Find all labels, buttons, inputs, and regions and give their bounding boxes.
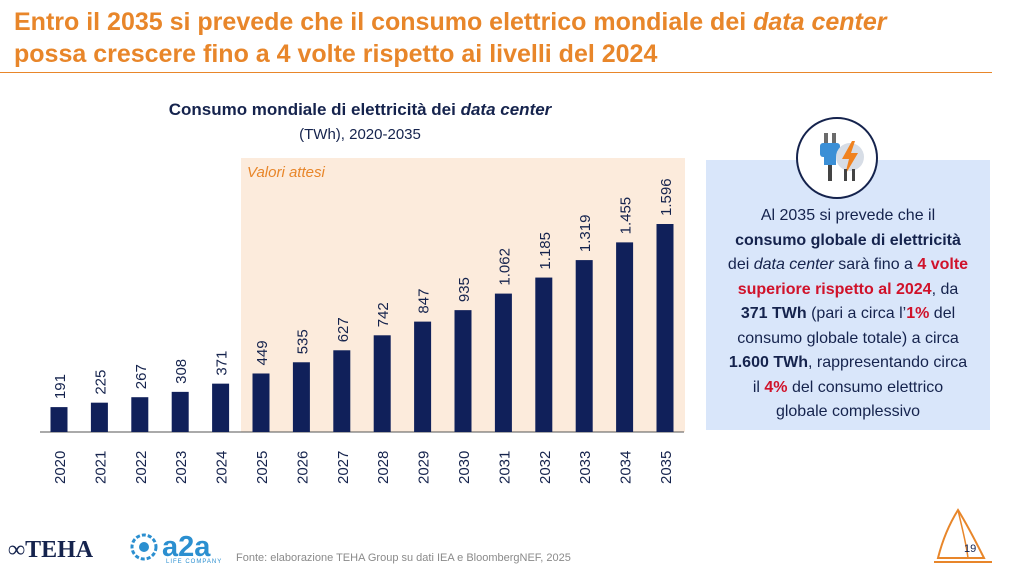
chart-title-italic: data center bbox=[460, 100, 552, 119]
category-label-2032: 2032 bbox=[537, 451, 554, 484]
info-text: Al 2035 si prevede che il consumo global… bbox=[727, 207, 969, 420]
category-label-2020: 2020 bbox=[52, 451, 69, 484]
bar-2029 bbox=[414, 321, 432, 432]
teha-logo: ∞TEHA bbox=[8, 537, 94, 563]
bar-2032 bbox=[535, 277, 553, 432]
category-label-2026: 2026 bbox=[294, 451, 311, 484]
a2a-logo-icon bbox=[130, 533, 158, 561]
teha-logo-mark: ∞ bbox=[8, 537, 26, 563]
bar-2034 bbox=[616, 242, 634, 432]
category-label-2035: 2035 bbox=[658, 451, 675, 484]
info-red-superiore: superiore rispetto al 2024 bbox=[737, 280, 932, 298]
category-label-2031: 2031 bbox=[496, 451, 513, 484]
value-label-2023: 308 bbox=[173, 359, 190, 384]
value-label-2030: 935 bbox=[456, 277, 473, 302]
info-bold-1600: 1.600 TWh bbox=[728, 354, 808, 371]
title-divider bbox=[0, 72, 992, 73]
value-label-2035: 1.596 bbox=[658, 178, 675, 216]
bar-2026 bbox=[292, 362, 310, 432]
category-label-2033: 2033 bbox=[577, 451, 594, 484]
page-number: 19 bbox=[964, 543, 976, 555]
value-label-2026: 535 bbox=[294, 329, 311, 354]
category-label-2021: 2021 bbox=[92, 451, 109, 484]
bar-2025 bbox=[252, 373, 270, 432]
value-label-2020: 191 bbox=[52, 374, 69, 399]
bar-2024 bbox=[212, 383, 230, 432]
bar-2031 bbox=[494, 293, 512, 432]
expected-values-label: Valori attesi bbox=[247, 164, 325, 181]
bar-2030 bbox=[454, 310, 472, 432]
bar-2021 bbox=[90, 402, 108, 432]
value-label-2022: 267 bbox=[133, 364, 150, 389]
chart-subtitle: (TWh), 2020-2035 bbox=[299, 126, 421, 143]
bar-2035 bbox=[656, 224, 674, 432]
category-label-2025: 2025 bbox=[254, 451, 271, 484]
bar-2028 bbox=[373, 335, 391, 432]
value-label-2031: 1.062 bbox=[496, 248, 513, 286]
title-italic: data center bbox=[753, 8, 887, 36]
source-note: Fonte: elaborazione TEHA Group su dati I… bbox=[236, 552, 571, 564]
bar-2022 bbox=[131, 397, 149, 432]
page-title: Entro il 2035 si prevede che il consumo … bbox=[14, 8, 887, 68]
info-red-4pct: 4% bbox=[764, 378, 788, 396]
icon-circle bbox=[796, 117, 878, 199]
page-number-badge: 19 bbox=[934, 508, 992, 563]
category-label-2023: 2023 bbox=[173, 451, 190, 484]
value-label-2021: 225 bbox=[92, 370, 109, 395]
chart-title: Consumo mondiale di elettricità dei data… bbox=[168, 100, 552, 119]
a2a-logo-subtitle: LIFE COMPANY bbox=[166, 559, 223, 565]
category-label-2030: 2030 bbox=[456, 451, 473, 484]
category-label-2034: 2034 bbox=[618, 451, 635, 484]
value-label-2032: 1.185 bbox=[537, 232, 554, 270]
info-red-1pct: 1% bbox=[906, 305, 930, 322]
plug-lightning-icon bbox=[820, 133, 864, 181]
value-label-2025: 449 bbox=[254, 340, 271, 365]
bar-2027 bbox=[333, 350, 351, 432]
value-label-2027: 627 bbox=[335, 317, 352, 342]
info-red-4volte: 4 volte bbox=[917, 256, 969, 273]
a2a-logo-text: a2a bbox=[162, 531, 211, 563]
category-label-2028: 2028 bbox=[375, 451, 392, 484]
bar-2033 bbox=[575, 260, 593, 432]
category-label-2022: 2022 bbox=[133, 451, 150, 484]
value-label-2033: 1.319 bbox=[577, 215, 594, 253]
category-label-2029: 2029 bbox=[416, 451, 433, 484]
category-label-2027: 2027 bbox=[335, 451, 352, 484]
info-panel bbox=[706, 160, 990, 430]
bar-2020 bbox=[50, 407, 68, 432]
value-label-2024: 371 bbox=[214, 351, 231, 376]
title-line2: possa crescere fino a 4 volte rispetto a… bbox=[14, 40, 658, 68]
value-label-2034: 1.455 bbox=[618, 197, 635, 235]
value-label-2029: 847 bbox=[416, 289, 433, 314]
info-bold-371: 371 TWh bbox=[740, 305, 807, 322]
bar-chart: Valori attesi 191 2020 225 2021 267 2022 308 202… bbox=[40, 158, 685, 484]
info-bold-consumo: consumo globale di elettricità bbox=[735, 231, 961, 249]
category-label-2024: 2024 bbox=[214, 451, 231, 484]
value-label-2028: 742 bbox=[375, 302, 392, 327]
bar-2023 bbox=[171, 391, 189, 432]
